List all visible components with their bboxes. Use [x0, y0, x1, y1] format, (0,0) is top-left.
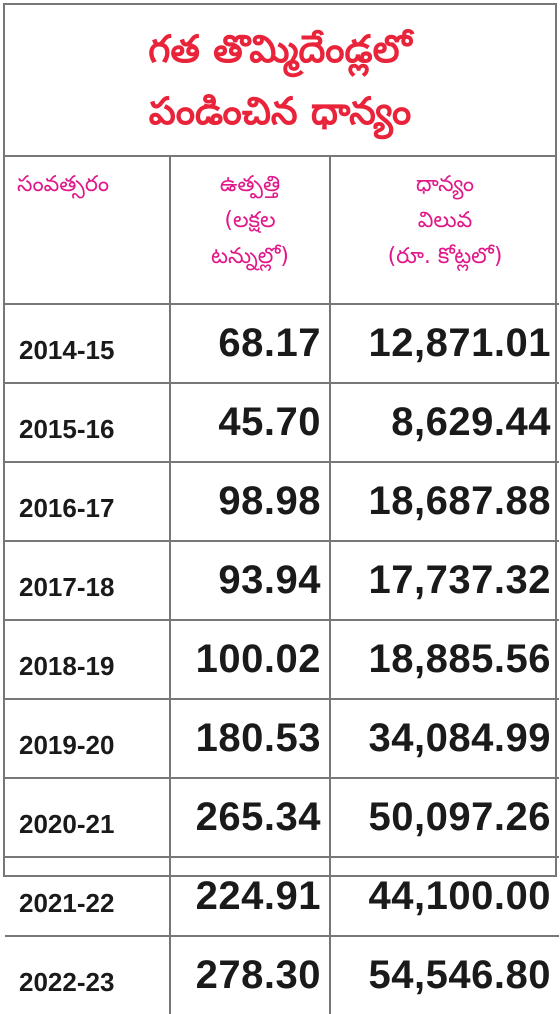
header-year: సంవత్సరం: [5, 155, 171, 305]
year-cell: 2016-17: [5, 462, 171, 542]
production-cell: 68.17: [170, 304, 331, 384]
table-row: 2014-15 68.17 12,871.01: [5, 304, 559, 384]
production-cell: 278.30: [170, 936, 331, 1014]
value-cell: 54,546.80: [368, 953, 551, 997]
title-line-2: పండించిన ధాన్యం: [148, 89, 412, 133]
table-row: 2020-21 265.34 50,097.26: [5, 778, 559, 858]
header-value-line-3: (రూ. కోట్లలో): [387, 244, 503, 269]
year-cell: 2014-15: [5, 304, 171, 384]
year-cell: 2020-21: [5, 778, 171, 858]
production-cell: 93.94: [170, 541, 331, 621]
value-cell: 34,084.99: [330, 699, 559, 779]
header-value-line-2: విలువ: [417, 208, 473, 233]
table-title: గత తొమ్మిదేండ్లలో పండించిన ధాన్యం: [5, 5, 555, 157]
table-row: 2021-22 224.91 44,100.00: [5, 857, 559, 937]
value-cell: 18,885.56: [330, 620, 559, 700]
year-cell: 2019-20: [5, 699, 171, 779]
value-cell: 17,737.32: [330, 541, 559, 621]
header-row: సంవత్సరం ఉత్పత్తి (లక్షల టన్నుల్లో) ధాన్…: [5, 155, 559, 305]
grain-table-card: గత తొమ్మిదేండ్లలో పండించిన ధాన్యం సంవత్స…: [3, 3, 559, 1014]
table-row: 2015-16 45.70 8,629.44: [5, 383, 559, 463]
year-cell: 2021-22: [5, 857, 171, 937]
production-cell: 180.53: [170, 699, 331, 779]
year-cell: 2017-18: [5, 541, 171, 621]
header-value-line-1: ధాన్యం: [415, 172, 475, 197]
title-line-1: గత తొమ్మిదేండ్లలో: [148, 27, 412, 71]
grain-data-table: సంవత్సరం ఉత్పత్తి (లక్షల టన్నుల్లో) ధాన్…: [5, 155, 559, 1014]
year-cell: 2018-19: [5, 620, 171, 700]
header-production: ఉత్పత్తి (లక్షల టన్నుల్లో): [170, 155, 331, 305]
production-cell: 98.98: [170, 462, 331, 542]
table-row: 2018-19 100.02 18,885.56: [5, 620, 559, 700]
header-production-line-2: (లక్షల: [224, 208, 276, 233]
value-cell: 12,871.01: [330, 304, 559, 384]
header-year-label: సంవత్సరం: [17, 172, 110, 197]
table-row: 2019-20 180.53 34,084.99: [5, 699, 559, 779]
value-cell: 18,687.88: [330, 462, 559, 542]
year-cell: 2022-23: [5, 936, 171, 1014]
header-value: ధాన్యం విలువ (రూ. కోట్లలో): [330, 155, 559, 305]
table-row: 2022-23 278.30 54,546.80: [5, 936, 559, 1014]
year-cell: 2015-16: [5, 383, 171, 463]
production-cell: 224.91: [170, 857, 331, 937]
table-row: 2016-17 98.98 18,687.88: [5, 462, 559, 542]
value-cell: 8,629.44: [330, 383, 559, 463]
header-production-line-3: టన్నుల్లో): [211, 244, 289, 269]
header-production-line-1: ఉత్పత్తి: [219, 172, 281, 197]
value-cell: 44,100.00: [330, 857, 559, 937]
production-cell: 265.34: [170, 778, 331, 858]
table-row: 2017-18 93.94 17,737.32: [5, 541, 559, 621]
production-cell: 45.70: [170, 383, 331, 463]
production-cell: 100.02: [170, 620, 331, 700]
value-cell: 50,097.26: [330, 778, 559, 858]
